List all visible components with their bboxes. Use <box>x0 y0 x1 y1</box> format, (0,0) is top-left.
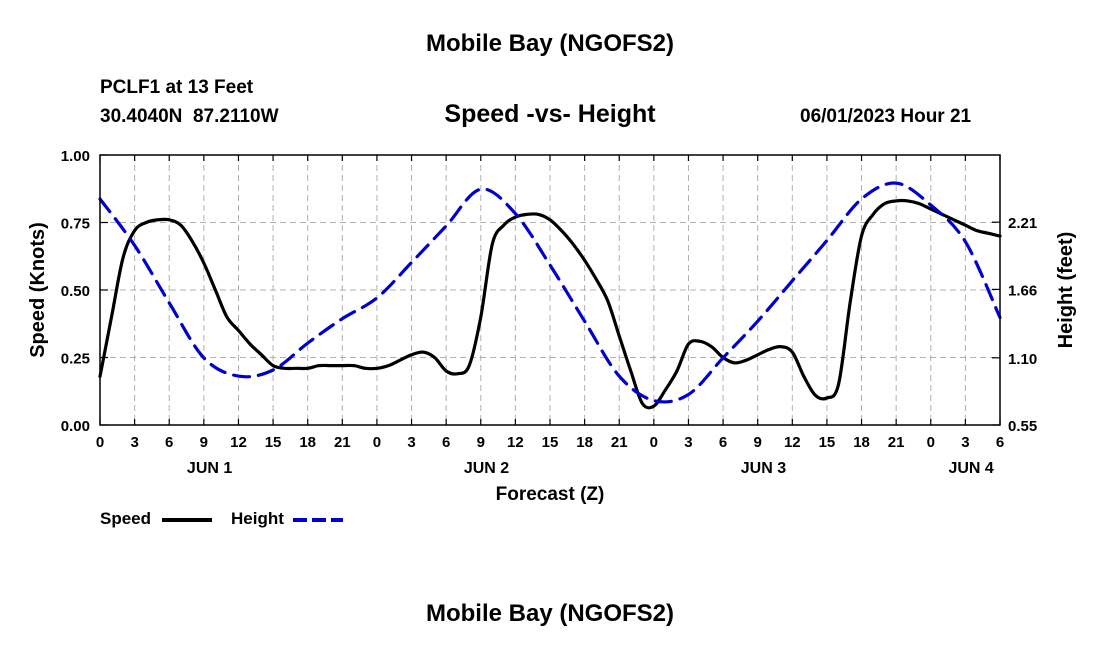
x-tick-label: 15 <box>265 434 282 451</box>
day-label: JUN 3 <box>741 460 786 477</box>
footer-title: Mobile Bay (NGOFS2) <box>425 600 675 627</box>
x-axis-title: Forecast (Z) <box>496 484 605 505</box>
y2-tick-label: 1.66 <box>1008 282 1037 299</box>
x-tick-label: 6 <box>996 434 1004 451</box>
x-tick-label: 6 <box>165 434 173 451</box>
x-tick-label: 18 <box>299 434 316 451</box>
axes-labels: 0 3 6 9 12 15 18 21 0 3 6 9 12 15 18 21 0 3 6 9 12 15 18 21 0 3 60… <box>27 148 1077 505</box>
y2-tick-label: 0.55 <box>1008 418 1037 435</box>
x-tick-label: 6 <box>442 434 450 451</box>
x-tick-label: 12 <box>230 434 247 451</box>
y-tick-label: 0.50 <box>61 283 90 300</box>
chart-title: Mobile Bay (NGOFS2) <box>425 30 675 57</box>
x-tick-label: 12 <box>784 434 801 451</box>
x-tick-label: 3 <box>407 434 415 451</box>
y2-tick-label: 2.21 <box>1008 215 1037 232</box>
x-tick-label: 0 <box>650 434 658 451</box>
y-axis-title: Speed (Knots) <box>27 222 49 358</box>
x-tick-label: 18 <box>853 434 870 451</box>
x-tick-label: 9 <box>754 434 762 451</box>
x-tick-label: 12 <box>507 434 524 451</box>
day-label: JUN 4 <box>948 460 993 477</box>
x-tick-label: 3 <box>130 434 138 451</box>
x-tick-label: 3 <box>684 434 692 451</box>
x-tick-label: 3 <box>961 434 969 451</box>
x-tick-label: 9 <box>477 434 485 451</box>
axes-ticks <box>99 154 1001 426</box>
x-tick-label: 9 <box>200 434 208 451</box>
day-label: JUN 1 <box>187 460 232 477</box>
x-tick-label: 15 <box>819 434 836 451</box>
x-tick-label: 21 <box>611 434 628 451</box>
x-tick-label: 6 <box>719 434 727 451</box>
x-tick-label: 0 <box>373 434 381 451</box>
height-series-line <box>98 181 1002 404</box>
station-label: PCLF1 at 13 Feet <box>100 77 254 98</box>
y-tick-label: 0.75 <box>61 216 90 233</box>
day-label: JUN 2 <box>464 460 509 477</box>
legend-speed-label: Speed <box>100 509 152 528</box>
x-tick-label: 21 <box>888 434 905 451</box>
legend-height-label: Height <box>231 509 284 528</box>
x-tick-label: 0 <box>96 434 104 451</box>
y2-tick-label: 1.10 <box>1008 351 1037 368</box>
y-tick-label: 0.25 <box>61 351 90 368</box>
speed-series-line <box>98 198 1002 410</box>
station-coords: 30.4040N 87.2110W <box>100 106 279 127</box>
chart-subtitle: Speed -vs- Height <box>444 100 656 128</box>
series-layer <box>98 181 1002 410</box>
y2-axis-title: Height (feet) <box>1055 232 1077 349</box>
y-tick-label: 1.00 <box>61 148 90 165</box>
y-tick-label: 0.00 <box>61 418 90 435</box>
x-tick-label: 0 <box>927 434 935 451</box>
x-tick-label: 18 <box>576 434 593 451</box>
grid <box>100 155 1000 425</box>
forecast-timestamp: 06/01/2023 Hour 21 <box>800 106 972 127</box>
x-tick-label: 15 <box>542 434 559 451</box>
x-tick-label: 21 <box>334 434 351 451</box>
